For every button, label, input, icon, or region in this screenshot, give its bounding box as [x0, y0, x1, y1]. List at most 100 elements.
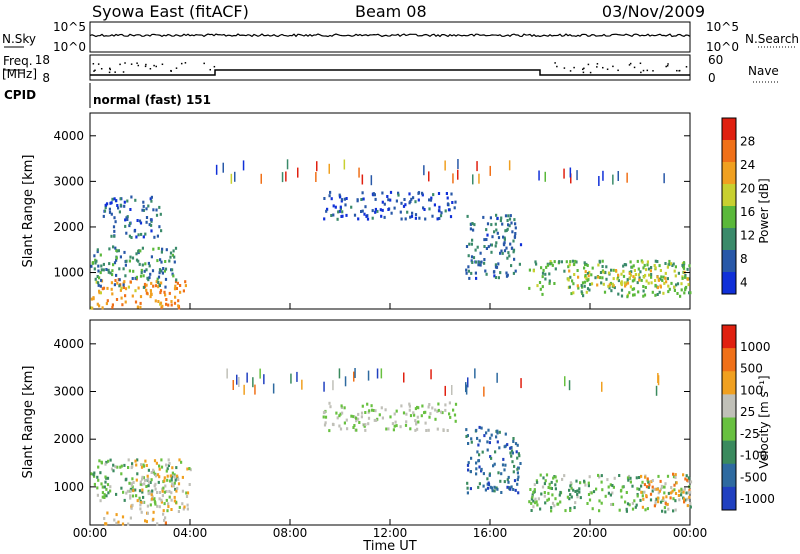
echo-cell	[590, 491, 593, 495]
nave-point	[612, 65, 614, 68]
echo-cell	[129, 487, 132, 491]
echo-cell	[514, 488, 517, 492]
nave-point	[569, 70, 572, 72]
echo-cell	[402, 411, 406, 415]
nave-point	[596, 63, 599, 65]
echo-cell	[144, 232, 147, 236]
echo-cell	[414, 216, 417, 220]
colorbar-bin	[722, 394, 736, 418]
echo-cell	[97, 264, 100, 268]
echo-cell	[151, 497, 154, 501]
nave-point	[554, 62, 556, 64]
echo-cell	[137, 259, 140, 263]
echo-cell	[549, 260, 552, 264]
echo-cell	[469, 227, 472, 231]
echo-cell	[120, 486, 123, 490]
echo-cell	[93, 471, 96, 475]
echo-cell	[344, 203, 347, 207]
echo-cell	[154, 487, 157, 491]
echo-cell	[232, 380, 234, 390]
echo-cell	[516, 482, 519, 486]
echo-cell	[631, 484, 634, 488]
echo-cell	[323, 381, 325, 392]
echo-cell	[550, 261, 553, 265]
echo-cell	[428, 415, 431, 419]
echo-cell	[580, 290, 583, 294]
echo-cell	[467, 461, 470, 465]
echo-cell	[630, 270, 633, 274]
echo-cell	[139, 507, 142, 511]
echo-cell	[154, 299, 157, 303]
echo-cell	[604, 494, 607, 498]
echo-cell	[110, 212, 113, 216]
echo-cell	[626, 502, 630, 506]
echo-cell	[626, 476, 630, 480]
echo-cell	[102, 286, 106, 290]
nave-point	[92, 63, 95, 65]
colorbar-bin	[722, 463, 736, 488]
echo-cell	[617, 275, 620, 279]
echo-cell	[495, 228, 498, 232]
echo-cell	[128, 234, 131, 238]
echo-cell	[676, 292, 679, 295]
echo-cell	[444, 209, 447, 213]
echo-cell	[483, 261, 486, 265]
echo-cell	[649, 269, 652, 273]
echo-cell	[642, 294, 645, 298]
echo-cell	[642, 497, 645, 501]
echo-cell	[468, 242, 471, 246]
echo-cell	[102, 268, 105, 272]
echo-cell	[412, 411, 415, 415]
echo-cell	[378, 413, 381, 417]
echo-cell	[323, 423, 327, 427]
echo-cell	[576, 170, 578, 181]
echo-cell	[96, 475, 99, 479]
echo-cell	[117, 206, 120, 210]
echo-cell	[666, 265, 669, 269]
echo-cell	[465, 435, 468, 438]
echo-cell	[491, 489, 494, 493]
nave-point	[184, 62, 187, 64]
echo-cell	[568, 488, 571, 492]
echo-cell	[90, 297, 94, 301]
echo-cell	[103, 496, 106, 499]
nave-point	[629, 62, 632, 65]
echo-cell	[334, 205, 337, 209]
echo-cell	[105, 494, 108, 498]
echo-cell	[667, 491, 670, 495]
echo-cell	[364, 205, 367, 209]
echo-cell	[643, 293, 647, 297]
echo-cell	[438, 205, 441, 209]
echo-cell	[496, 216, 499, 220]
echo-cell	[105, 522, 108, 526]
echo-cell	[503, 445, 506, 449]
range-tick-label: 2000	[53, 432, 84, 446]
echo-cell	[686, 267, 689, 271]
echo-cell	[146, 504, 149, 508]
echo-cell	[122, 490, 125, 494]
echo-cell	[638, 276, 641, 280]
echo-cell	[496, 231, 499, 235]
echo-cell	[498, 430, 501, 434]
echo-cell	[132, 489, 135, 493]
echo-cell	[123, 463, 126, 467]
echo-cell	[286, 159, 289, 170]
echo-cell	[374, 197, 377, 201]
echo-cell	[142, 204, 145, 208]
nave-point	[563, 67, 566, 69]
echo-cell	[485, 272, 488, 276]
echo-cell	[597, 473, 600, 477]
nave-point	[666, 65, 669, 67]
echo-cell	[489, 165, 491, 176]
echo-cell	[158, 491, 162, 494]
echo-cell	[688, 291, 691, 295]
echo-cell	[399, 210, 402, 214]
echo-cell	[568, 380, 571, 391]
echo-cell	[115, 492, 118, 496]
echo-cell	[145, 216, 149, 219]
echo-cell	[153, 484, 156, 488]
noise-trace	[89, 33, 691, 38]
echo-cell	[176, 486, 179, 490]
time-tick-label: 04:00	[173, 526, 208, 540]
echo-cell	[430, 196, 433, 200]
